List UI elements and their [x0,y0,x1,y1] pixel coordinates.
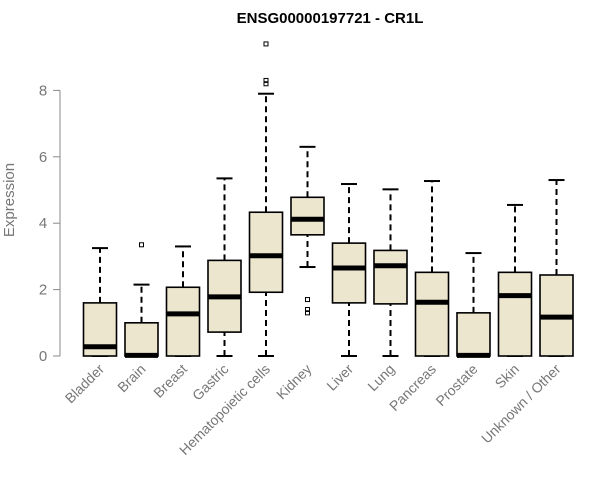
outlier-point [139,242,144,248]
box-pancreas [414,180,450,357]
box-lung [373,188,408,357]
x-tick-label: Unknown / Other [478,361,564,447]
box-iqr [373,249,408,305]
y-tick-label: 8 [39,82,47,99]
box-iqr [248,211,284,294]
box-iqr [290,196,325,236]
x-tick-label: Skin [492,361,523,392]
box-iqr [124,321,159,357]
outlier-point [263,81,269,87]
box-hematopoietic-cells [248,41,284,357]
y-axis-label: Expression [1,163,18,237]
box-skin [497,203,533,357]
box-iqr [456,312,491,357]
box-gastric [207,177,242,357]
x-tick-label: Kidney [273,361,315,403]
y-axis: 0 2 4 6 8 [39,82,61,365]
box-prostate [456,252,491,358]
boxes [82,41,574,358]
box-iqr [165,286,201,357]
box-iqr [331,242,367,304]
x-tick-label: Liver [323,361,356,394]
box-kidney [290,145,325,316]
x-tick-label: Breast [150,361,190,401]
box-bladder [82,247,118,357]
box-iqr [497,271,533,357]
box-unknown-other [539,179,574,357]
x-tick-label: Brain [114,361,148,395]
box-liver [331,183,367,357]
y-tick-label: 6 [39,149,47,166]
box-breast [165,245,201,357]
y-tick-label: 2 [39,282,47,299]
x-tick-label: Prostate [432,361,480,409]
chart-title: ENSG00000197721 - CR1L [237,10,424,27]
box-iqr [414,271,450,357]
outlier-point [305,310,310,316]
box-brain [124,242,159,358]
x-tick-label: Lung [364,361,397,394]
outlier-point [305,307,310,313]
y-tick-label: 4 [39,215,47,232]
x-tick-label: Bladder [62,361,108,407]
y-tick-label: 0 [39,348,47,365]
outlier-point [263,77,269,83]
outlier-point [263,41,269,47]
outlier-point [305,297,310,303]
